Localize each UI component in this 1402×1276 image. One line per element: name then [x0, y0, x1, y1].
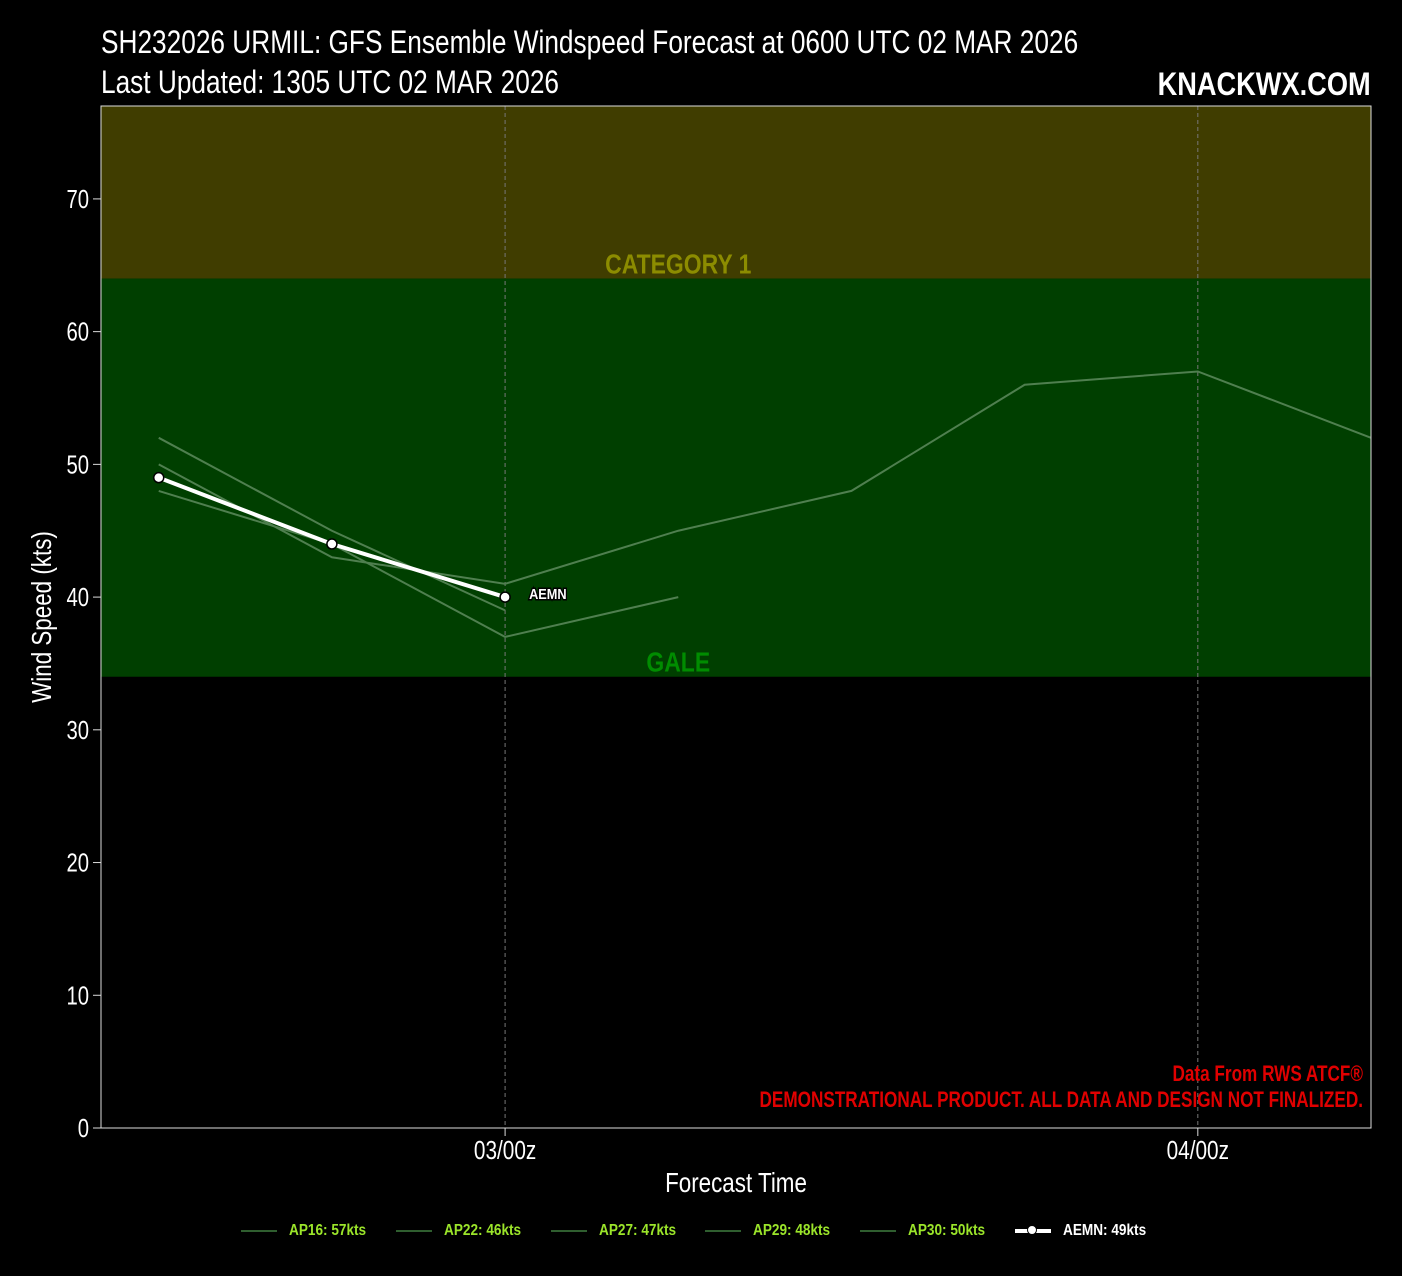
y-tick-label: 70 — [66, 184, 89, 213]
legend-swatch — [860, 1230, 897, 1232]
legend-label: AEMN: 49kts — [1062, 1222, 1147, 1239]
data-point-aemn — [499, 591, 511, 603]
y-tick-label: 30 — [66, 715, 89, 744]
legend-item: AEMN: 49kts — [1014, 1222, 1161, 1240]
y-tick-label: 40 — [66, 583, 89, 612]
legend-label: AP22: 46kts — [444, 1222, 522, 1239]
legend-label: AP30: 50kts — [908, 1222, 986, 1239]
series-line-ap16 — [158, 370, 1372, 585]
x-tick-label: 03/00z — [474, 1136, 536, 1165]
y-tick-label: 60 — [66, 317, 89, 346]
y-tick-label: 10 — [66, 981, 89, 1010]
legend-label: AP27: 47kts — [598, 1222, 676, 1239]
band-label: GALE — [646, 648, 710, 679]
data-point-aemn — [326, 538, 338, 550]
wind-chart: CATEGORY 1 GALE AEMN 0 10 20 30 40 50 60 70 03/00z 0… — [27, 105, 1372, 1199]
last-updated: Last Updated: 1305 UTC 02 MAR 2026 — [101, 64, 560, 100]
legend-item: AP29: 48kts — [705, 1222, 844, 1240]
plot-frame — [100, 105, 1372, 1129]
chart-title: SH232026 URMIL: GFS Ensemble Windspeed F… — [101, 24, 1079, 60]
y-tick-label: 20 — [66, 848, 89, 877]
x-tick-label: 04/00z — [1167, 1136, 1229, 1165]
y-tick-label: 50 — [66, 450, 89, 479]
legend-label: AP29: 48kts — [753, 1222, 831, 1239]
data-source-note: Data From RWS ATCF® — [1172, 1062, 1363, 1087]
x-axis-label: Forecast Time — [665, 1168, 807, 1199]
y-axis-label: Wind Speed (kts) — [27, 531, 58, 703]
legend: AP16: 57kts AP22: 46kts AP27: 47kts AP29: 4… — [0, 1222, 1402, 1240]
mean-label: AEMN — [529, 585, 567, 602]
legend-swatch — [705, 1230, 742, 1232]
legend-swatch — [396, 1230, 433, 1232]
band-gale — [101, 278, 1371, 677]
y-tick-label: 0 — [78, 1114, 89, 1143]
legend-item: AP30: 50kts — [860, 1222, 999, 1240]
legend-swatch — [550, 1230, 587, 1232]
data-source-note: DEMONSTRATIONAL PRODUCT. ALL DATA AND DE… — [760, 1088, 1363, 1113]
data-point-aemn — [152, 471, 165, 484]
legend-swatch — [1014, 1225, 1051, 1235]
legend-swatch — [241, 1230, 278, 1232]
brand-logo: KNACKWX.COM — [1157, 66, 1371, 102]
band-category-1 — [101, 106, 1371, 279]
legend-item: AP27: 47kts — [550, 1222, 690, 1240]
legend-item: AP22: 46kts — [396, 1222, 535, 1240]
series-line-ap27 — [158, 436, 506, 612]
legend-item: AP16: 57kts — [241, 1222, 380, 1240]
series-line-ap22 — [158, 489, 679, 638]
legend-label: AP16: 57kts — [289, 1222, 367, 1239]
band-label: CATEGORY 1 — [605, 249, 751, 280]
